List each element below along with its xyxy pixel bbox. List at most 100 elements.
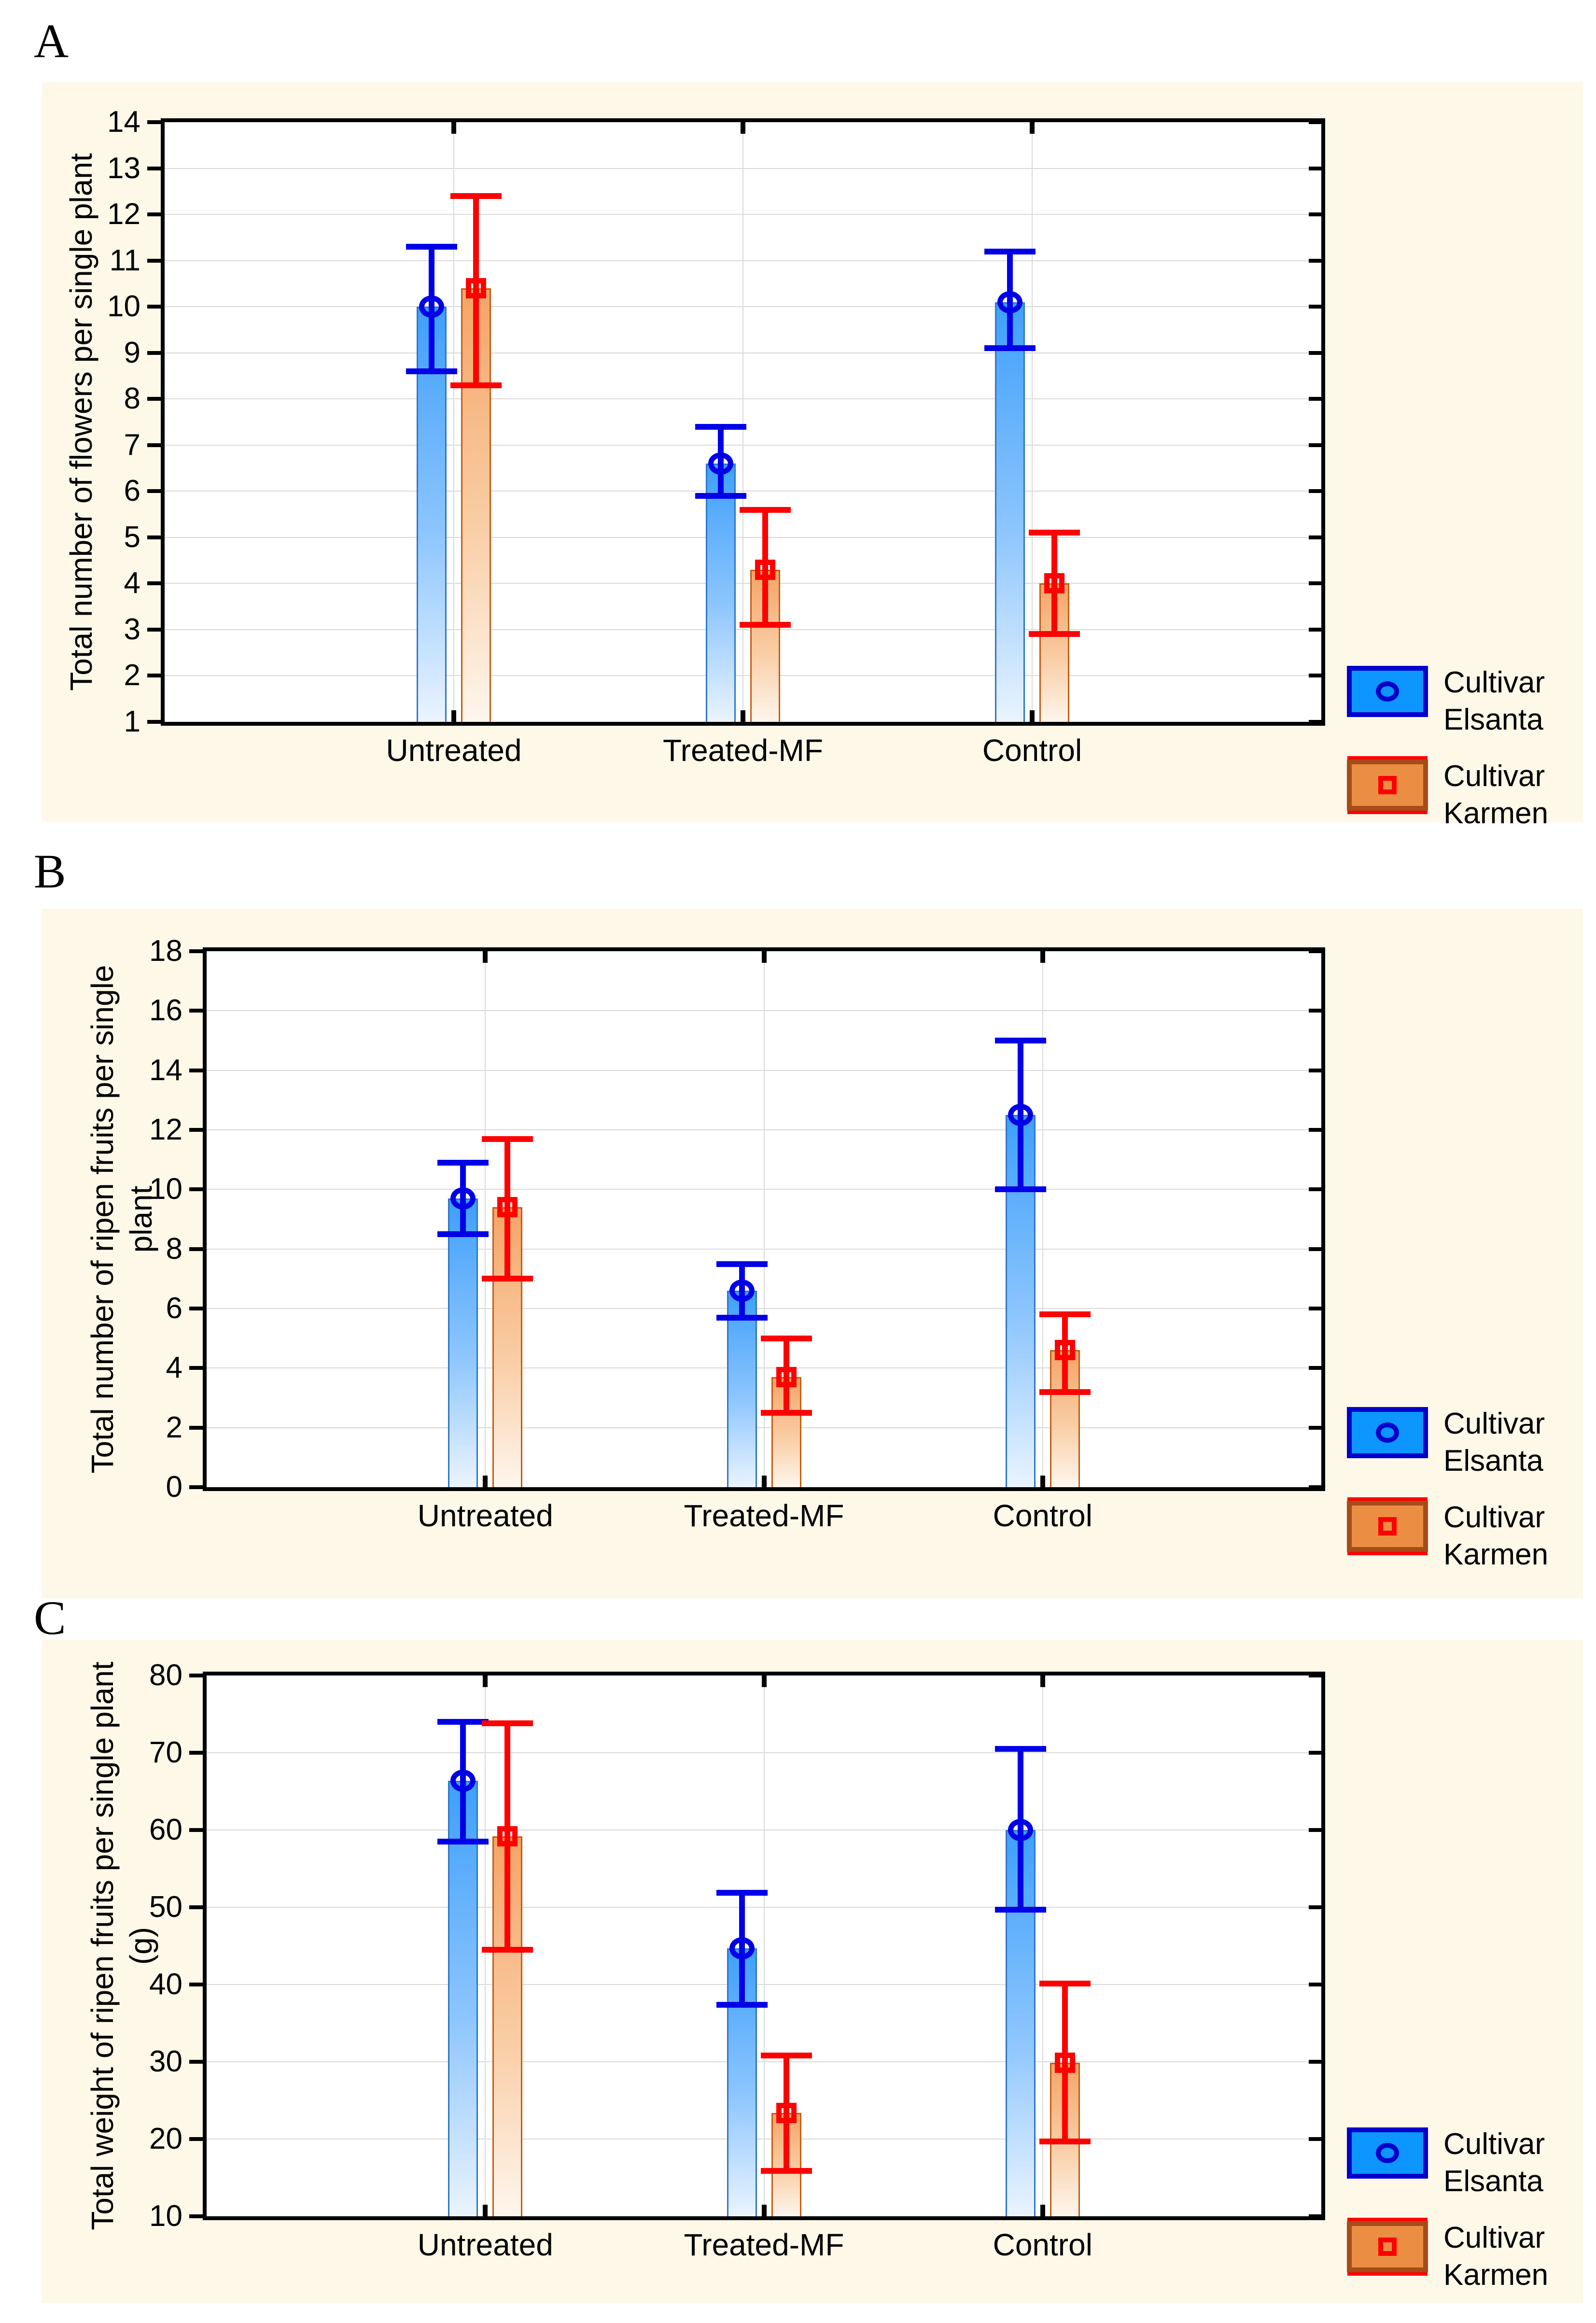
y-axis-tick xyxy=(1309,1307,1321,1310)
y-axis-tick xyxy=(1309,1751,1321,1755)
legend-label-line: Cultivar xyxy=(1443,2221,1545,2254)
bar-elsanta-control xyxy=(995,302,1025,722)
y-axis-title-line: plant xyxy=(124,1185,158,1253)
x-axis-tick xyxy=(483,951,488,963)
y-axis-tick xyxy=(147,305,161,309)
legend-label-karmen: Cultivar Karmen xyxy=(1443,758,1548,832)
error-bar-cap-top xyxy=(450,193,502,199)
legend-label-elsanta: Cultivar Elsanta xyxy=(1443,1405,1545,1479)
y-axis-tick xyxy=(189,1247,203,1251)
y-tick-label: 5 xyxy=(124,520,140,554)
x-axis-tick xyxy=(761,1675,767,1687)
y-axis-tick xyxy=(1309,2060,1321,2064)
x-tick-label-untreated: Untreated xyxy=(386,733,522,768)
error-bar-cap-bottom xyxy=(450,382,502,388)
legend-label-line: Karmen xyxy=(1443,797,1549,830)
mean-marker-circle-icon xyxy=(729,1280,755,1302)
mean-marker-circle-icon xyxy=(450,1769,476,1792)
legend-circle-icon xyxy=(1376,681,1399,702)
legend-label-line: Elsanta xyxy=(1443,1444,1543,1478)
y-axis-tick xyxy=(1309,720,1321,724)
bar-elsanta-untreated xyxy=(417,307,447,722)
error-bar-cap-top xyxy=(437,1719,489,1725)
y-tick-label: 8 xyxy=(166,1232,182,1266)
y-axis-tick xyxy=(189,1366,203,1370)
y-axis-tick xyxy=(1309,1247,1321,1251)
legend-circle-icon xyxy=(1376,1422,1399,1443)
error-bar xyxy=(783,1338,789,1413)
y-tick-label: 6 xyxy=(124,474,140,508)
y-axis-title-line: Total number of flowers per single plant xyxy=(64,153,98,691)
y-tick-label: 60 xyxy=(149,1813,182,1846)
y-tick-label: 14 xyxy=(107,105,140,139)
y-axis-tick xyxy=(189,1307,203,1310)
x-axis-tick xyxy=(1040,951,1045,963)
error-bar-cap-bottom xyxy=(1039,2138,1091,2144)
error-bar-cap-top xyxy=(695,423,746,430)
error-bar-cap-bottom xyxy=(760,1409,812,1416)
gridline xyxy=(453,122,454,722)
y-axis-tick xyxy=(1309,2214,1321,2218)
error-bar-cap-bottom xyxy=(994,1186,1046,1193)
y-axis-tick xyxy=(1309,627,1321,632)
mean-marker-square-icon xyxy=(497,1197,518,1218)
x-tick-label-treated-mf: Treated-MF xyxy=(663,733,823,768)
mean-marker-circle-icon xyxy=(997,291,1022,313)
y-axis-tick xyxy=(189,1485,203,1489)
y-tick-label: 30 xyxy=(149,2045,182,2078)
y-axis-tick xyxy=(1309,1068,1321,1072)
y-tick-label: 10 xyxy=(149,2199,182,2233)
mean-marker-circle-icon xyxy=(1008,1104,1033,1126)
legend-swatch-elsanta xyxy=(1347,666,1428,717)
y-axis-tick xyxy=(147,627,161,632)
x-tick-label-untreated: Untreated xyxy=(417,1498,553,1533)
y-tick-label: 20 xyxy=(149,2122,182,2155)
x-axis-tick xyxy=(741,122,745,134)
mean-marker-square-icon xyxy=(497,1826,518,1846)
legend-label-line: Elsanta xyxy=(1443,2165,1543,2198)
x-axis-tick xyxy=(451,710,456,722)
y-axis-tick xyxy=(1309,1674,1321,1677)
y-axis-tick xyxy=(1309,120,1321,124)
error-bar-cap-bottom xyxy=(984,345,1036,352)
x-axis-tick xyxy=(483,2205,488,2216)
error-bar xyxy=(473,196,479,385)
y-axis-tick xyxy=(1309,443,1321,447)
error-bar-cap-bottom xyxy=(716,2001,768,2008)
y-tick-label: 11 xyxy=(109,243,140,277)
mean-marker-square-icon xyxy=(776,2102,797,2123)
legend-square-icon xyxy=(1378,776,1397,794)
y-axis-tick xyxy=(1309,351,1321,355)
plot-area-c xyxy=(189,1672,1325,2220)
y-axis-tick xyxy=(1309,1905,1321,1909)
error-bar xyxy=(504,1723,511,1950)
error-bar-cap-bottom xyxy=(760,2168,812,2174)
error-bar-cap-top xyxy=(1039,1981,1091,1987)
legend-swatch-karmen xyxy=(1347,760,1428,811)
y-tick-label: 2 xyxy=(124,659,140,692)
bar-elsanta-untreated xyxy=(448,1198,478,1487)
y-axis-title-a: Total number of flowers per single plant xyxy=(62,153,100,690)
legend-swatch-karmen xyxy=(1347,2221,1428,2272)
error-bar-cap-bottom xyxy=(994,1906,1046,1913)
y-axis-tick xyxy=(147,212,161,217)
y-axis-tick xyxy=(1309,1187,1321,1192)
x-axis-tick xyxy=(761,1476,767,1487)
y-axis-tick xyxy=(147,166,161,170)
error-bar-cap-top xyxy=(716,1261,768,1267)
x-axis-tick xyxy=(1040,1675,1045,1687)
y-axis-tick xyxy=(189,1009,203,1013)
y-tick-label: 3 xyxy=(124,612,140,646)
legend-a: Cultivar Elsanta Cultivar Karmen xyxy=(1347,664,1596,851)
x-axis-tick xyxy=(483,1675,488,1687)
y-axis-tick xyxy=(1309,581,1321,586)
legend-label-line: Cultivar xyxy=(1443,666,1545,699)
y-tick-label: 4 xyxy=(166,1351,182,1385)
x-tick-label-control: Control xyxy=(982,733,1082,768)
y-axis-tick xyxy=(189,1905,203,1909)
y-tick-label: 13 xyxy=(107,151,140,185)
y-axis-tick xyxy=(1309,1366,1321,1370)
legend-label-line: Elsanta xyxy=(1443,703,1543,736)
error-bar-cap-top xyxy=(482,1136,533,1142)
